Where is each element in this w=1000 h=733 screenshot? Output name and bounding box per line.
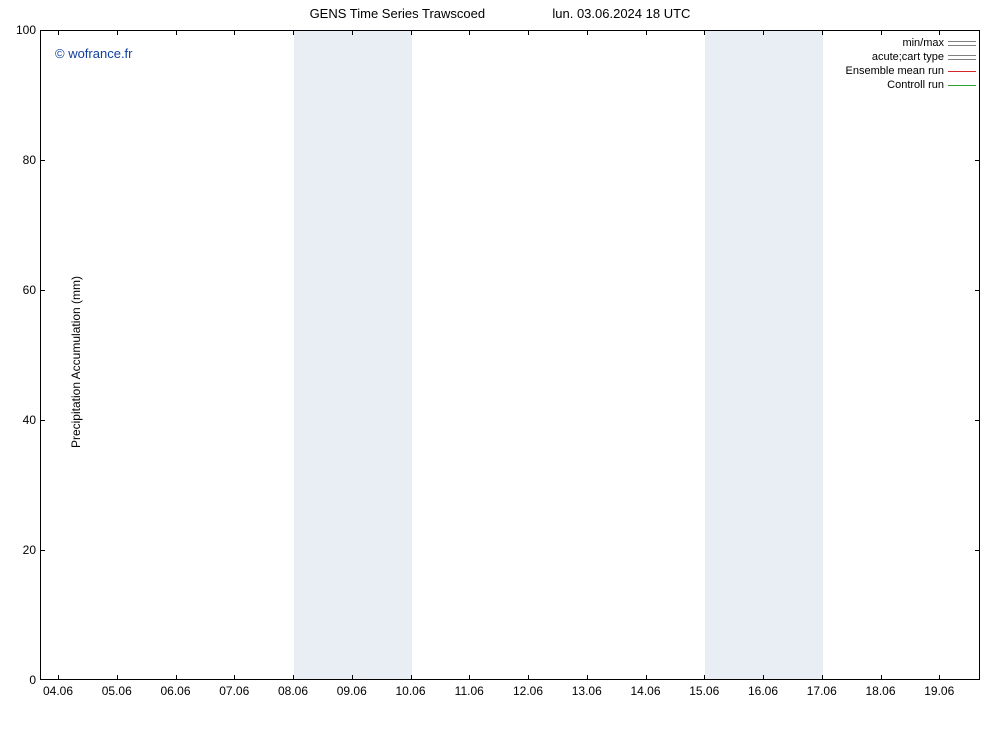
y-tick-mark: [40, 160, 45, 161]
y-tick-mark: [975, 160, 980, 161]
x-tick-mark: [293, 675, 294, 680]
x-tick-mark: [411, 675, 412, 680]
chart-title: GENS Time Series Trawscoed lun. 03.06.20…: [0, 6, 1000, 21]
x-tick-mark: [58, 675, 59, 680]
title-left: GENS Time Series Trawscoed: [310, 6, 486, 21]
weekend-band: [294, 31, 412, 679]
x-tick-mark: [117, 30, 118, 35]
y-tick-mark: [975, 550, 980, 551]
x-tick-mark: [822, 30, 823, 35]
legend-swatch: [948, 41, 976, 46]
x-tick-mark: [352, 30, 353, 35]
x-tick-mark: [704, 30, 705, 35]
y-tick-label: 100: [16, 23, 36, 37]
x-tick-mark: [939, 675, 940, 680]
legend-label: acute;cart type: [872, 51, 948, 63]
x-tick-mark: [763, 30, 764, 35]
x-tick-label: 16.06: [748, 684, 778, 698]
x-tick-mark: [293, 30, 294, 35]
title-right: lun. 03.06.2024 18 UTC: [552, 6, 690, 21]
y-tick-mark: [40, 290, 45, 291]
x-tick-label: 09.06: [337, 684, 367, 698]
legend-item: min/max: [846, 36, 976, 50]
x-tick-label: 05.06: [102, 684, 132, 698]
legend-swatch: [948, 85, 976, 86]
y-tick-label: 40: [23, 413, 36, 427]
x-tick-mark: [352, 675, 353, 680]
x-tick-mark: [939, 30, 940, 35]
legend-swatch: [948, 55, 976, 60]
legend-label: Controll run: [887, 79, 948, 91]
x-tick-label: 18.06: [865, 684, 895, 698]
x-tick-mark: [587, 675, 588, 680]
y-tick-mark: [975, 290, 980, 291]
chart-container: GENS Time Series Trawscoed lun. 03.06.20…: [0, 0, 1000, 733]
y-tick-label: 0: [29, 673, 36, 687]
x-tick-mark: [176, 675, 177, 680]
x-tick-label: 10.06: [395, 684, 425, 698]
weekend-band: [705, 31, 823, 679]
legend-item: Controll run: [846, 78, 976, 92]
y-tick-mark: [975, 420, 980, 421]
x-tick-mark: [763, 675, 764, 680]
x-tick-mark: [646, 675, 647, 680]
x-tick-mark: [469, 675, 470, 680]
legend-swatch: [948, 71, 976, 72]
x-tick-label: 17.06: [807, 684, 837, 698]
x-tick-mark: [587, 30, 588, 35]
x-tick-mark: [528, 30, 529, 35]
x-tick-mark: [704, 675, 705, 680]
x-tick-label: 13.06: [572, 684, 602, 698]
legend-item: acute;cart type: [846, 50, 976, 64]
legend-item: Ensemble mean run: [846, 64, 976, 78]
plot-area: [40, 30, 980, 680]
x-tick-mark: [234, 30, 235, 35]
x-tick-mark: [117, 675, 118, 680]
x-tick-mark: [822, 675, 823, 680]
x-tick-mark: [234, 675, 235, 680]
x-tick-label: 15.06: [689, 684, 719, 698]
x-tick-label: 12.06: [513, 684, 543, 698]
x-tick-label: 19.06: [924, 684, 954, 698]
x-tick-label: 06.06: [160, 684, 190, 698]
x-tick-label: 07.06: [219, 684, 249, 698]
y-tick-label: 80: [23, 153, 36, 167]
x-tick-mark: [881, 30, 882, 35]
y-axis-label: Precipitation Accumulation (mm): [69, 276, 83, 448]
legend-label: Ensemble mean run: [846, 65, 948, 77]
x-tick-mark: [58, 30, 59, 35]
x-tick-mark: [469, 30, 470, 35]
legend: min/max acute;cart type Ensemble mean run C…: [846, 36, 976, 92]
x-tick-label: 14.06: [630, 684, 660, 698]
x-tick-mark: [411, 30, 412, 35]
x-tick-mark: [176, 30, 177, 35]
x-tick-mark: [881, 675, 882, 680]
x-tick-mark: [646, 30, 647, 35]
x-tick-label: 04.06: [43, 684, 73, 698]
y-tick-mark: [40, 420, 45, 421]
x-tick-mark: [528, 675, 529, 680]
legend-label: min/max: [902, 37, 948, 49]
y-tick-mark: [40, 550, 45, 551]
y-tick-label: 60: [23, 283, 36, 297]
y-tick-label: 20: [23, 543, 36, 557]
x-tick-label: 11.06: [455, 684, 484, 698]
x-tick-label: 08.06: [278, 684, 308, 698]
